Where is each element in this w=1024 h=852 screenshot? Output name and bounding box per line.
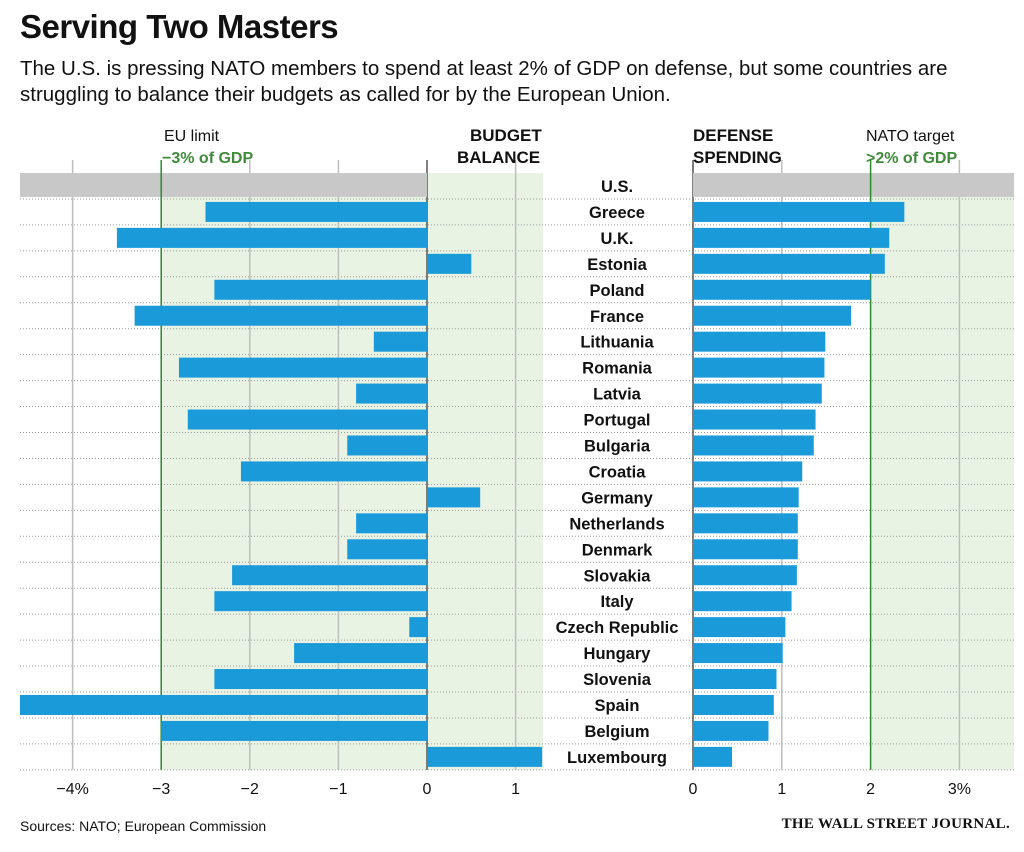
budget-bar-germany <box>427 487 481 508</box>
country-label-greece: Greece <box>589 204 645 222</box>
country-label-romania: Romania <box>582 360 653 378</box>
defense-tick-label: 1 <box>777 781 786 798</box>
budget-bar-czech-republic <box>409 617 427 638</box>
budget-bar-france <box>134 305 427 326</box>
budget-bar-latvia <box>356 383 427 404</box>
budget-tick-label: −3 <box>152 781 170 798</box>
budget-tick-label: 0 <box>423 781 432 798</box>
budget-bar-slovakia <box>232 565 427 586</box>
us-row-band-left <box>20 173 427 197</box>
budget-bar-luxembourg <box>427 746 543 767</box>
budget-bar-lithuania <box>373 331 427 352</box>
country-label-bulgaria: Bulgaria <box>584 438 651 456</box>
country-label-portugal: Portugal <box>584 412 651 430</box>
defense-bar-romania <box>693 357 825 378</box>
country-label-netherlands: Netherlands <box>569 515 664 533</box>
country-label-slovenia: Slovenia <box>583 671 652 689</box>
chart-subtitle: The U.S. is pressing NATO members to spe… <box>20 57 948 106</box>
defense-bar-greece <box>693 201 905 222</box>
defense-bar-hungary <box>693 643 783 664</box>
country-label-denmark: Denmark <box>582 541 653 559</box>
defense-bar-poland <box>693 279 871 300</box>
country-label-hungary: Hungary <box>584 645 652 663</box>
defense-title-line1: DEFENSE <box>693 126 773 145</box>
budget-bar-greece <box>205 201 427 222</box>
country-label-slovakia: Slovakia <box>584 567 652 585</box>
defense-bar-bulgaria <box>693 435 814 456</box>
budget-tick-label: 1 <box>511 781 520 798</box>
defense-bar-slovenia <box>693 669 777 690</box>
budget-bar-netherlands <box>356 513 427 534</box>
budget-bar-bulgaria <box>347 435 427 456</box>
budget-bar-spain <box>20 694 427 715</box>
budget-tick-label: −2 <box>241 781 259 798</box>
nato-target-value-label: >2% of GDP <box>866 150 957 167</box>
country-label-estonia: Estonia <box>587 256 647 274</box>
defense-tick-label: 0 <box>689 781 698 798</box>
country-label-u-k: U.K. <box>601 230 634 248</box>
country-label-lithuania: Lithuania <box>580 334 654 352</box>
defense-bar-estonia <box>693 253 885 274</box>
defense-bar-luxembourg <box>693 746 733 767</box>
country-label-italy: Italy <box>600 593 634 611</box>
country-label-spain: Spain <box>595 697 640 715</box>
budget-bar-denmark <box>347 539 427 560</box>
budget-tick-label: −1 <box>329 781 347 798</box>
budget-bar-u-k <box>116 227 428 248</box>
country-label-u-s: U.S. <box>601 178 633 196</box>
defense-shade <box>870 173 1014 770</box>
country-label-croatia: Croatia <box>589 463 647 481</box>
defense-tick-label: 2 <box>866 781 875 798</box>
budget-bar-slovenia <box>214 669 427 690</box>
defense-bar-belgium <box>693 720 769 741</box>
defense-title-line2: SPENDING <box>693 148 782 167</box>
budget-bar-italy <box>214 591 427 612</box>
budget-bar-croatia <box>240 461 427 482</box>
country-label-germany: Germany <box>581 489 653 507</box>
budget-bar-romania <box>178 357 427 378</box>
defense-bar-germany <box>693 487 799 508</box>
country-label-czech-republic: Czech Republic <box>556 619 679 637</box>
country-label-latvia: Latvia <box>593 386 642 404</box>
budget-title-line1: BUDGET <box>470 126 542 145</box>
defense-bar-lithuania <box>693 331 826 352</box>
budget-bar-estonia <box>427 253 472 274</box>
budget-bar-poland <box>214 279 427 300</box>
defense-bar-italy <box>693 591 792 612</box>
country-label-poland: Poland <box>589 282 644 300</box>
defense-bar-croatia <box>693 461 803 482</box>
budget-bar-hungary <box>294 643 427 664</box>
budget-title-line2: BALANCE <box>457 148 540 167</box>
country-label-france: France <box>590 308 644 326</box>
country-label-luxembourg: Luxembourg <box>567 749 667 767</box>
eu-limit-value-label: −3% of GDP <box>162 150 253 167</box>
defense-bar-slovakia <box>693 565 797 586</box>
source-note: Sources: NATO; European Commission <box>20 818 267 834</box>
eu-limit-label: EU limit <box>164 128 220 145</box>
defense-bar-denmark <box>693 539 798 560</box>
defense-bar-france <box>693 305 852 326</box>
publisher-logo: THE WALL STREET JOURNAL. <box>781 816 1010 832</box>
country-label-belgium: Belgium <box>584 723 649 741</box>
chart-title: Serving Two Masters <box>20 8 339 45</box>
defense-tick-label: 3% <box>948 781 971 798</box>
defense-bar-portugal <box>693 409 816 430</box>
defense-bar-u-k <box>693 227 890 248</box>
defense-bar-netherlands <box>693 513 798 534</box>
nato-target-label: NATO target <box>866 128 955 145</box>
defense-bar-spain <box>693 694 774 715</box>
us-row-band-right <box>693 173 1014 197</box>
defense-bar-latvia <box>693 383 822 404</box>
budget-bar-belgium <box>161 720 427 741</box>
defense-bar-czech-republic <box>693 617 786 638</box>
budget-tick-label: −4% <box>56 781 88 798</box>
budget-bar-portugal <box>187 409 427 430</box>
